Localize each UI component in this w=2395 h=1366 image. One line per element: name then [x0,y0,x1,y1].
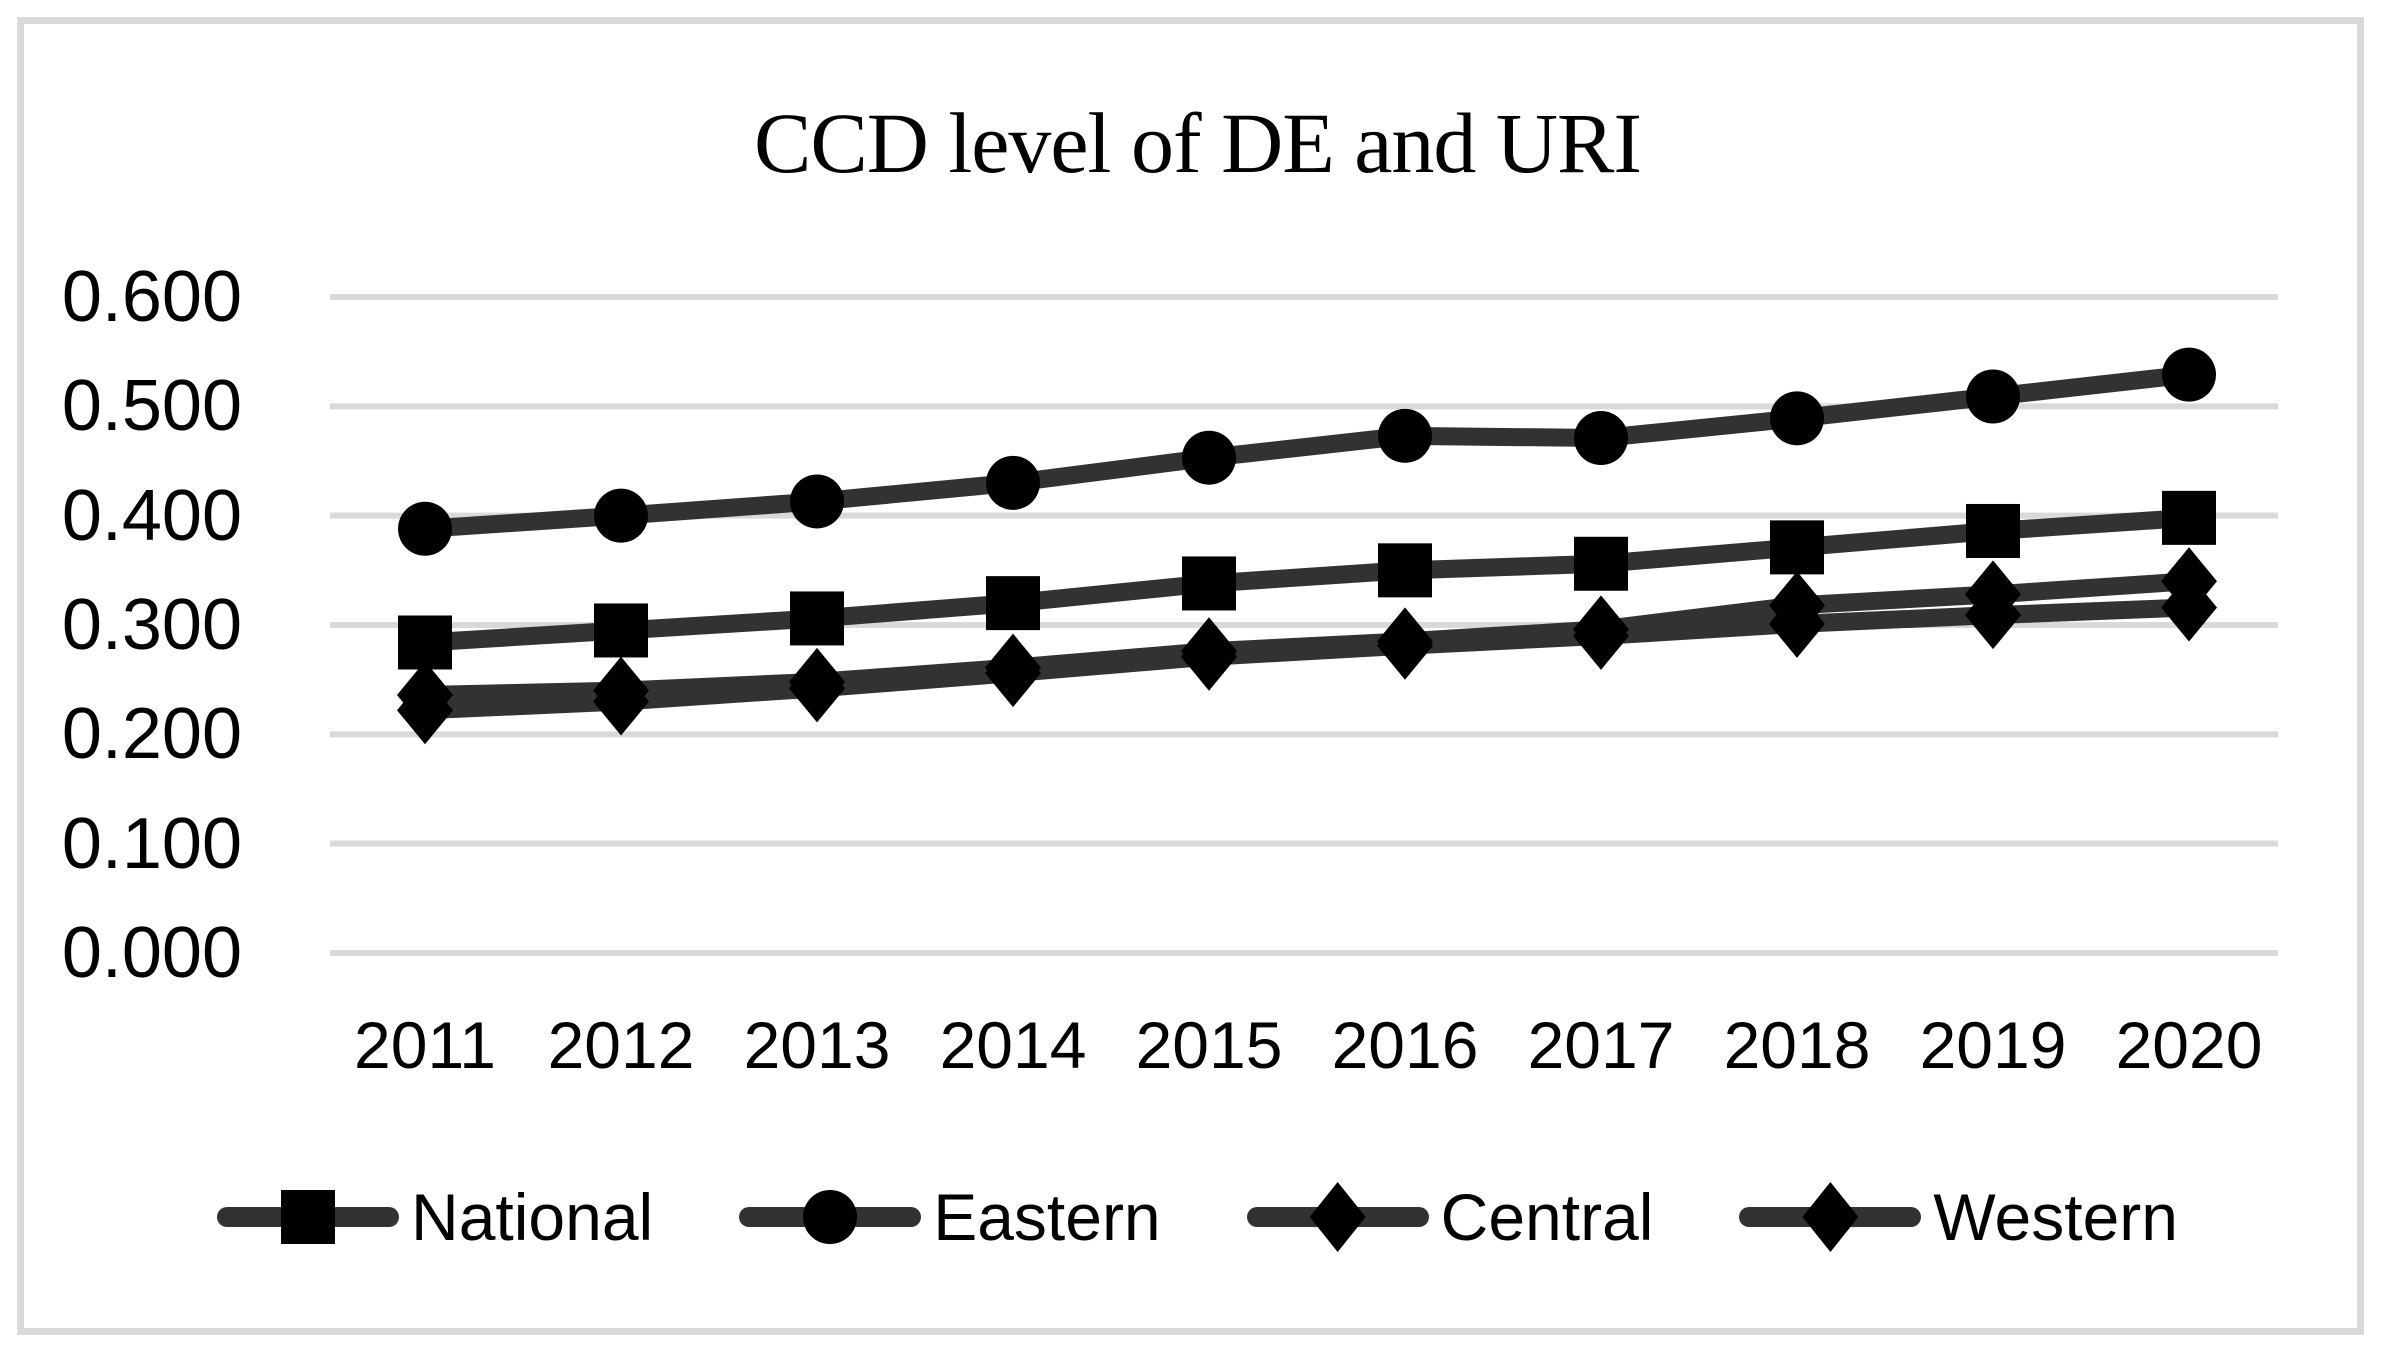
x-tick-label: 2016 [1331,1008,1479,1082]
legend-line-sample [217,1190,400,1244]
legend-item-national: National [217,1184,653,1250]
diamond-marker-western [1965,581,2021,650]
square-marker-national [1770,520,1824,575]
legend-item-western: Western [1739,1180,2178,1254]
legend-label: National [411,1180,654,1254]
diamond-marker-western [1573,601,1629,670]
square-marker-national [398,615,452,670]
legend: National Eastern Central Western [0,1158,2395,1276]
diamond-marker-western [397,676,453,745]
chart-title: CCD level of DE and URI [753,95,1642,191]
square-icon [281,1190,336,1244]
circle-marker-eastern [986,455,1040,510]
x-tick-label: 2020 [2115,1008,2263,1082]
circle-marker-eastern [1770,391,1824,446]
square-marker-national [1574,536,1628,591]
legend-label: Western [1933,1180,2178,1254]
square-marker-national [790,591,844,646]
x-tick-label: 2011 [354,1008,496,1082]
legend-label: Central [1440,1180,1654,1254]
series-line-central [416,572,2198,704]
square-marker-national [1378,543,1432,598]
legend-item-eastern: Eastern [739,1180,1161,1254]
diamond-marker-western [1181,622,1237,691]
diamond-marker-western [789,654,845,723]
series-line-national [416,508,2198,652]
legend-item-central: Central [1246,1180,1654,1254]
x-tick-label: 2018 [1723,1008,1871,1082]
square-marker-national [2162,490,2216,545]
x-tick-label: 2013 [743,1008,891,1082]
square-marker-national [1182,556,1236,611]
y-tick-label: 0.400 [61,475,242,556]
diamond-marker-western [1377,611,1433,680]
circle-marker-eastern [398,501,452,556]
diamond-marker-western [593,667,649,736]
square-marker-national [986,576,1040,631]
y-tick-label: 0.300 [61,585,242,665]
y-tick-label: 0.100 [61,803,242,884]
y-tick-label: 0.200 [61,694,242,775]
x-tick-label: 2012 [547,1008,695,1082]
diamond-marker-western [2161,573,2217,642]
square-marker-national [594,603,648,658]
square-marker-national [1966,503,2020,558]
legend-label: Eastern [933,1180,1161,1254]
circle-marker-eastern [790,474,844,529]
circle-marker-eastern [1182,430,1236,485]
circle-marker-eastern [1378,408,1432,463]
y-tick-label: 0.500 [61,366,242,447]
circle-marker-eastern [594,488,648,543]
diamond-icon [1309,1182,1366,1252]
x-tick-label: 2015 [1135,1008,1283,1082]
y-tick-label: 0.600 [61,257,242,337]
y-tick-label: 0.000 [61,913,242,993]
chart-border [17,17,2364,1335]
diamond-icon [1802,1182,1859,1252]
legend-line-sample [1739,1182,1922,1252]
series-line-eastern [416,365,2198,538]
legend-line-sample [1246,1182,1429,1252]
circle-marker-eastern [1574,411,1628,466]
circle-marker-eastern [1966,369,2020,424]
circle-icon [803,1190,858,1244]
x-tick-label: 2019 [1919,1008,2067,1082]
diamond-marker-western [1769,589,1825,658]
legend-line-sample [739,1190,922,1244]
circle-marker-eastern [2162,347,2216,402]
diamond-marker-western [985,639,1041,708]
x-tick-label: 2014 [939,1008,1087,1082]
series-line-western [416,598,2198,720]
x-tick-label: 2017 [1527,1008,1675,1082]
